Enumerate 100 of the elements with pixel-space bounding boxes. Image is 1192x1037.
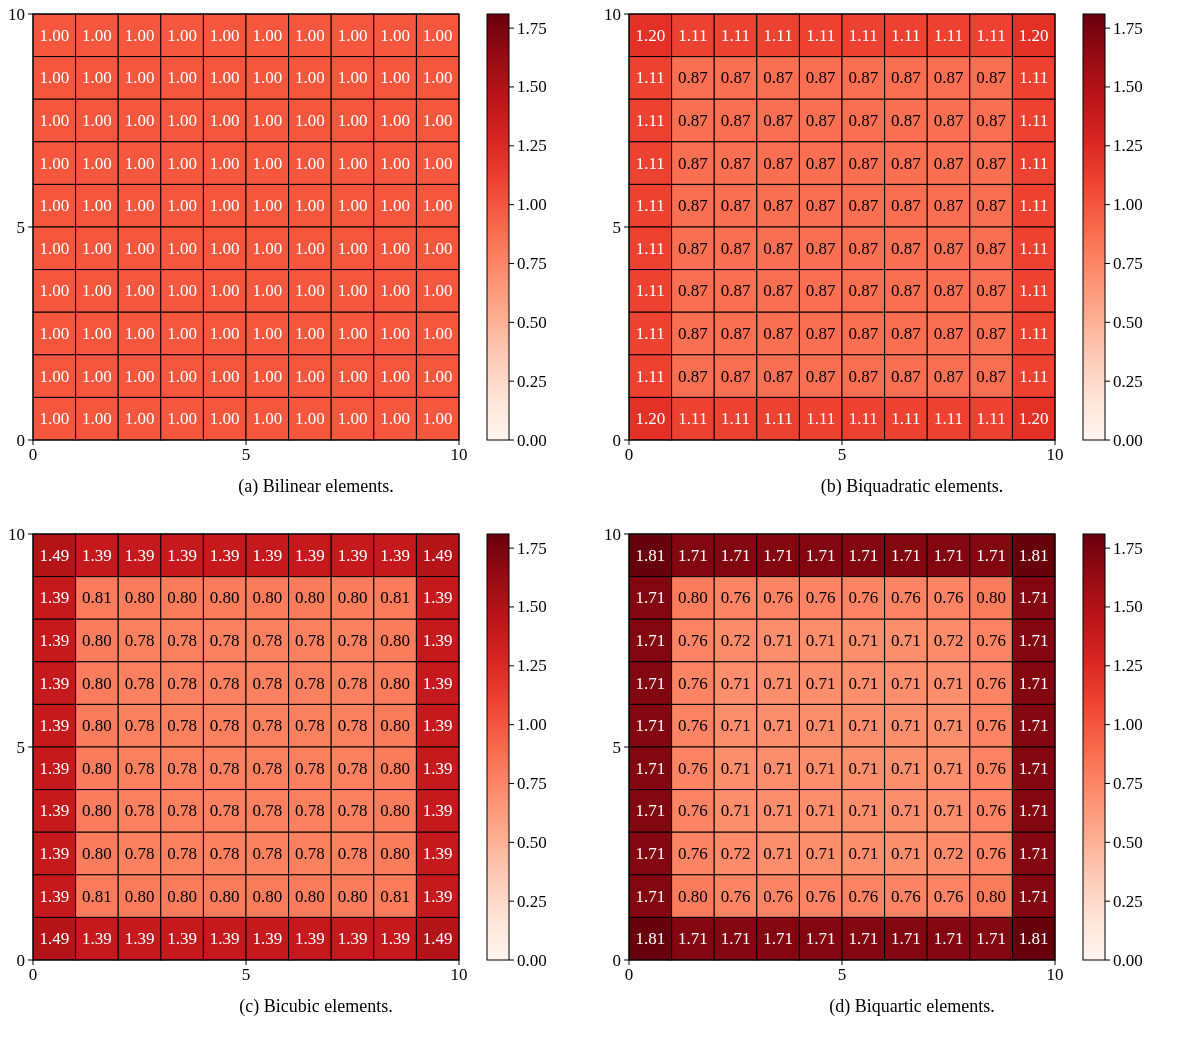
data-label: 0.87 xyxy=(763,324,794,343)
data-label: 1.00 xyxy=(124,281,155,301)
color-bar-label: 0.75 xyxy=(1113,253,1143,273)
data-label: 1.00 xyxy=(209,68,240,88)
data-label: 1.00 xyxy=(422,409,453,429)
data-label: 1.00 xyxy=(295,68,325,88)
data-label: 0.87 xyxy=(805,238,837,258)
data-label: 1.39 xyxy=(422,801,453,821)
data-label: 0.72 xyxy=(933,631,964,650)
data-label: 1.00 xyxy=(167,366,197,386)
data-label: 0.80 xyxy=(380,673,410,693)
data-label: 1.71 xyxy=(848,929,879,949)
data-label: 1.00 xyxy=(82,153,112,173)
data-label: 1.71 xyxy=(635,844,666,863)
data-label: 1.00 xyxy=(167,238,197,258)
y-tick-label: 0 xyxy=(16,430,25,450)
data-label: 0.87 xyxy=(763,196,794,216)
data-label: 0.87 xyxy=(976,196,1007,216)
data-label: 0.78 xyxy=(337,631,368,650)
data-label: 0.76 xyxy=(891,588,921,608)
x-tick-label: 0 xyxy=(624,445,634,464)
data-label: 1.00 xyxy=(167,153,197,173)
data-label: 0.71 xyxy=(891,758,921,778)
color-bar-label: 0.00 xyxy=(1113,430,1143,450)
data-label: 1.00 xyxy=(422,25,453,45)
data-label: 0.87 xyxy=(891,68,922,88)
data-label: 1.00 xyxy=(39,111,70,130)
data-label: 0.80 xyxy=(380,801,410,821)
color-bar-label: 0.00 xyxy=(517,950,547,970)
data-label: 0.87 xyxy=(976,324,1007,343)
data-label: 0.76 xyxy=(678,801,708,821)
data-label: 0.87 xyxy=(805,366,837,386)
data-label: 1.39 xyxy=(39,886,70,906)
data-label: 0.87 xyxy=(720,111,751,130)
data-label: 1.00 xyxy=(209,324,240,343)
data-label: 1.00 xyxy=(422,153,453,173)
data-label: 0.87 xyxy=(720,281,751,301)
data-label: 1.00 xyxy=(252,324,283,343)
data-label: 1.00 xyxy=(39,68,70,88)
data-label: 0.72 xyxy=(720,631,751,650)
data-label: 0.78 xyxy=(337,801,368,821)
data-label: 0.87 xyxy=(891,196,922,216)
data-label: 1.00 xyxy=(295,324,325,343)
data-label: 1.39 xyxy=(39,716,70,736)
y-tick-label: 10 xyxy=(604,524,621,544)
data-label: 0.71 xyxy=(933,716,964,736)
data-label: 0.80 xyxy=(678,886,708,906)
x-tick-label: 10 xyxy=(450,965,468,984)
data-label: 0.87 xyxy=(848,111,879,130)
color-bar-label: 0.00 xyxy=(1113,950,1143,970)
data-label: 1.71 xyxy=(933,929,964,949)
data-label: 0.78 xyxy=(295,631,325,650)
data-label: 1.00 xyxy=(39,238,70,258)
data-label: 1.20 xyxy=(1018,409,1049,429)
data-label: 0.87 xyxy=(976,366,1007,386)
data-label: 0.78 xyxy=(252,716,283,736)
color-bar-label: 1.75 xyxy=(1113,538,1143,558)
data-label: 0.76 xyxy=(976,844,1006,863)
data-label: 1.00 xyxy=(124,366,155,386)
data-label: 0.76 xyxy=(720,886,751,906)
data-label: 0.81 xyxy=(380,588,410,608)
data-label: 1.71 xyxy=(1018,801,1049,821)
data-label: 1.39 xyxy=(82,929,112,949)
data-label: 0.80 xyxy=(678,588,708,608)
data-label: 0.78 xyxy=(209,673,240,693)
data-label: 1.00 xyxy=(124,68,155,88)
x-tick-label: 0 xyxy=(624,965,634,984)
data-label: 1.00 xyxy=(422,196,453,216)
data-label: 1.71 xyxy=(635,886,666,906)
data-label: 0.71 xyxy=(805,801,836,821)
data-label: 0.71 xyxy=(891,673,921,693)
y-tick-label: 0 xyxy=(612,950,621,970)
data-label: 1.00 xyxy=(209,366,240,386)
data-label: 1.00 xyxy=(252,111,283,130)
data-label: 1.11 xyxy=(891,409,921,429)
x-tick-label: 0 xyxy=(28,965,38,984)
data-label: 1.71 xyxy=(891,545,921,565)
data-label: 1.39 xyxy=(39,801,70,821)
data-label: 0.80 xyxy=(976,886,1006,906)
data-label: 1.00 xyxy=(380,238,410,258)
data-label: 0.87 xyxy=(678,324,709,343)
data-label: 0.71 xyxy=(933,801,964,821)
data-label: 1.00 xyxy=(252,153,283,173)
data-label: 0.87 xyxy=(891,281,922,301)
text: (b) Biquadratic elements. xyxy=(820,476,1004,497)
data-label: 1.71 xyxy=(976,545,1006,565)
data-label: 1.20 xyxy=(635,409,666,429)
text: (d) Biquartic elements. xyxy=(829,996,995,1017)
data-label: 0.87 xyxy=(933,238,964,258)
data-label: 0.80 xyxy=(82,844,112,863)
data-label: 0.78 xyxy=(209,758,240,778)
data-label: 0.80 xyxy=(380,844,410,863)
data-label: 1.71 xyxy=(1018,588,1049,608)
data-label: 1.00 xyxy=(337,366,368,386)
data-label: 1.39 xyxy=(39,758,70,778)
data-label: 0.80 xyxy=(124,588,155,608)
data-label: 1.39 xyxy=(39,631,70,650)
data-label: 1.00 xyxy=(337,153,368,173)
data-label: 1.00 xyxy=(209,281,240,301)
data-label: 0.78 xyxy=(124,801,155,821)
